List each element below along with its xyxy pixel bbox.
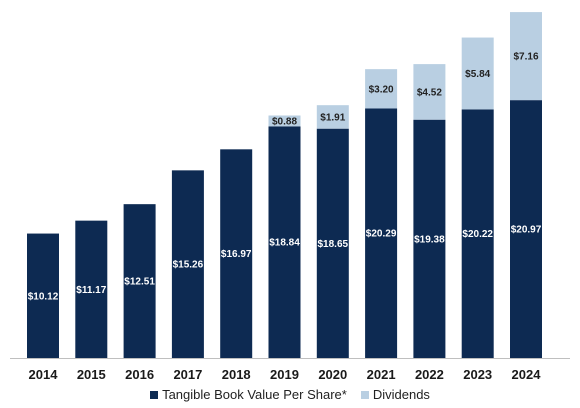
data-label-tbvps-2015: $11.17: [76, 285, 106, 296]
legend-item-tbvps: Tangible Book Value Per Share*: [150, 387, 347, 402]
legend-label-dividends: Dividends: [372, 387, 430, 402]
data-label-tbvps-2016: $12.51: [124, 277, 155, 288]
bar-tbvps-2021: [365, 108, 398, 358]
x-tick-label-2017: 2017: [173, 367, 202, 380]
bar-tbvps-2016: [123, 204, 156, 358]
bar-tbvps-2015: [75, 220, 108, 358]
legend-item-dividends: Dividends: [360, 387, 430, 402]
legend-label-tbvps: Tangible Book Value Per Share*: [162, 387, 347, 402]
bar-tbvps-2014: [27, 233, 59, 358]
data-label-dividends-2020: $1.91: [320, 112, 345, 123]
bar-tbvps-2020: [316, 128, 349, 358]
bar-tbvps-2019: [268, 126, 301, 358]
x-tick-label-2014: 2014: [29, 367, 59, 380]
data-label-tbvps-2020: $18.65: [318, 239, 349, 250]
data-label-dividends-2023: $5.84: [465, 69, 490, 80]
legend-swatch-tbvps: [150, 390, 159, 399]
x-tick-label-2023: 2023: [463, 367, 492, 380]
x-tick-label-2015: 2015: [77, 367, 106, 380]
bar-dividends-2024: [510, 12, 542, 101]
data-label-dividends-2022: $4.52: [417, 87, 442, 98]
x-tick-label-2016: 2016: [125, 367, 154, 380]
x-tick-label-2018: 2018: [222, 367, 251, 380]
data-label-dividends-2024: $7.16: [513, 52, 538, 63]
data-label-tbvps-2022: $19.38: [414, 234, 445, 245]
data-label-tbvps-2023: $20.22: [462, 229, 493, 240]
data-label-tbvps-2019: $18.84: [269, 238, 300, 249]
bar-dividends-2021: [365, 69, 398, 109]
x-tick-label-2019: 2019: [270, 367, 299, 380]
bar-dividends-2019: [268, 115, 301, 127]
bar-tbvps-2024: [510, 100, 542, 359]
data-label-tbvps-2018: $16.97: [221, 249, 252, 260]
bar-tbvps-2022: [413, 119, 446, 359]
legend-swatch-dividends: [360, 390, 369, 399]
x-tick-label-2020: 2020: [318, 367, 347, 380]
legend: Tangible Book Value Per Share* Dividends: [0, 387, 580, 402]
bar-dividends-2023: [461, 37, 494, 110]
bar-dividends-2020: [316, 105, 349, 129]
x-tick-label-2022: 2022: [415, 367, 444, 380]
data-label-tbvps-2021: $20.29: [366, 229, 397, 240]
bar-tbvps-2023: [461, 109, 494, 358]
chart-plot: $10.12 2014 $11.17 2015 $12.51 2016 $15.26 2017…: [10, 12, 570, 380]
data-label-tbvps-2017: $15.26: [173, 260, 204, 271]
x-tick-label-2024: 2024: [512, 367, 542, 380]
data-label-tbvps-2024: $20.97: [511, 225, 542, 236]
bar-dividends-2022: [413, 64, 446, 120]
bar-tbvps-2017: [171, 170, 204, 358]
data-label-dividends-2019: $0.88: [272, 116, 297, 127]
bar-tbvps-2018: [220, 149, 253, 358]
data-label-dividends-2021: $3.20: [369, 84, 394, 95]
data-label-tbvps-2014: $10.12: [28, 291, 59, 302]
x-tick-label-2021: 2021: [367, 367, 396, 380]
